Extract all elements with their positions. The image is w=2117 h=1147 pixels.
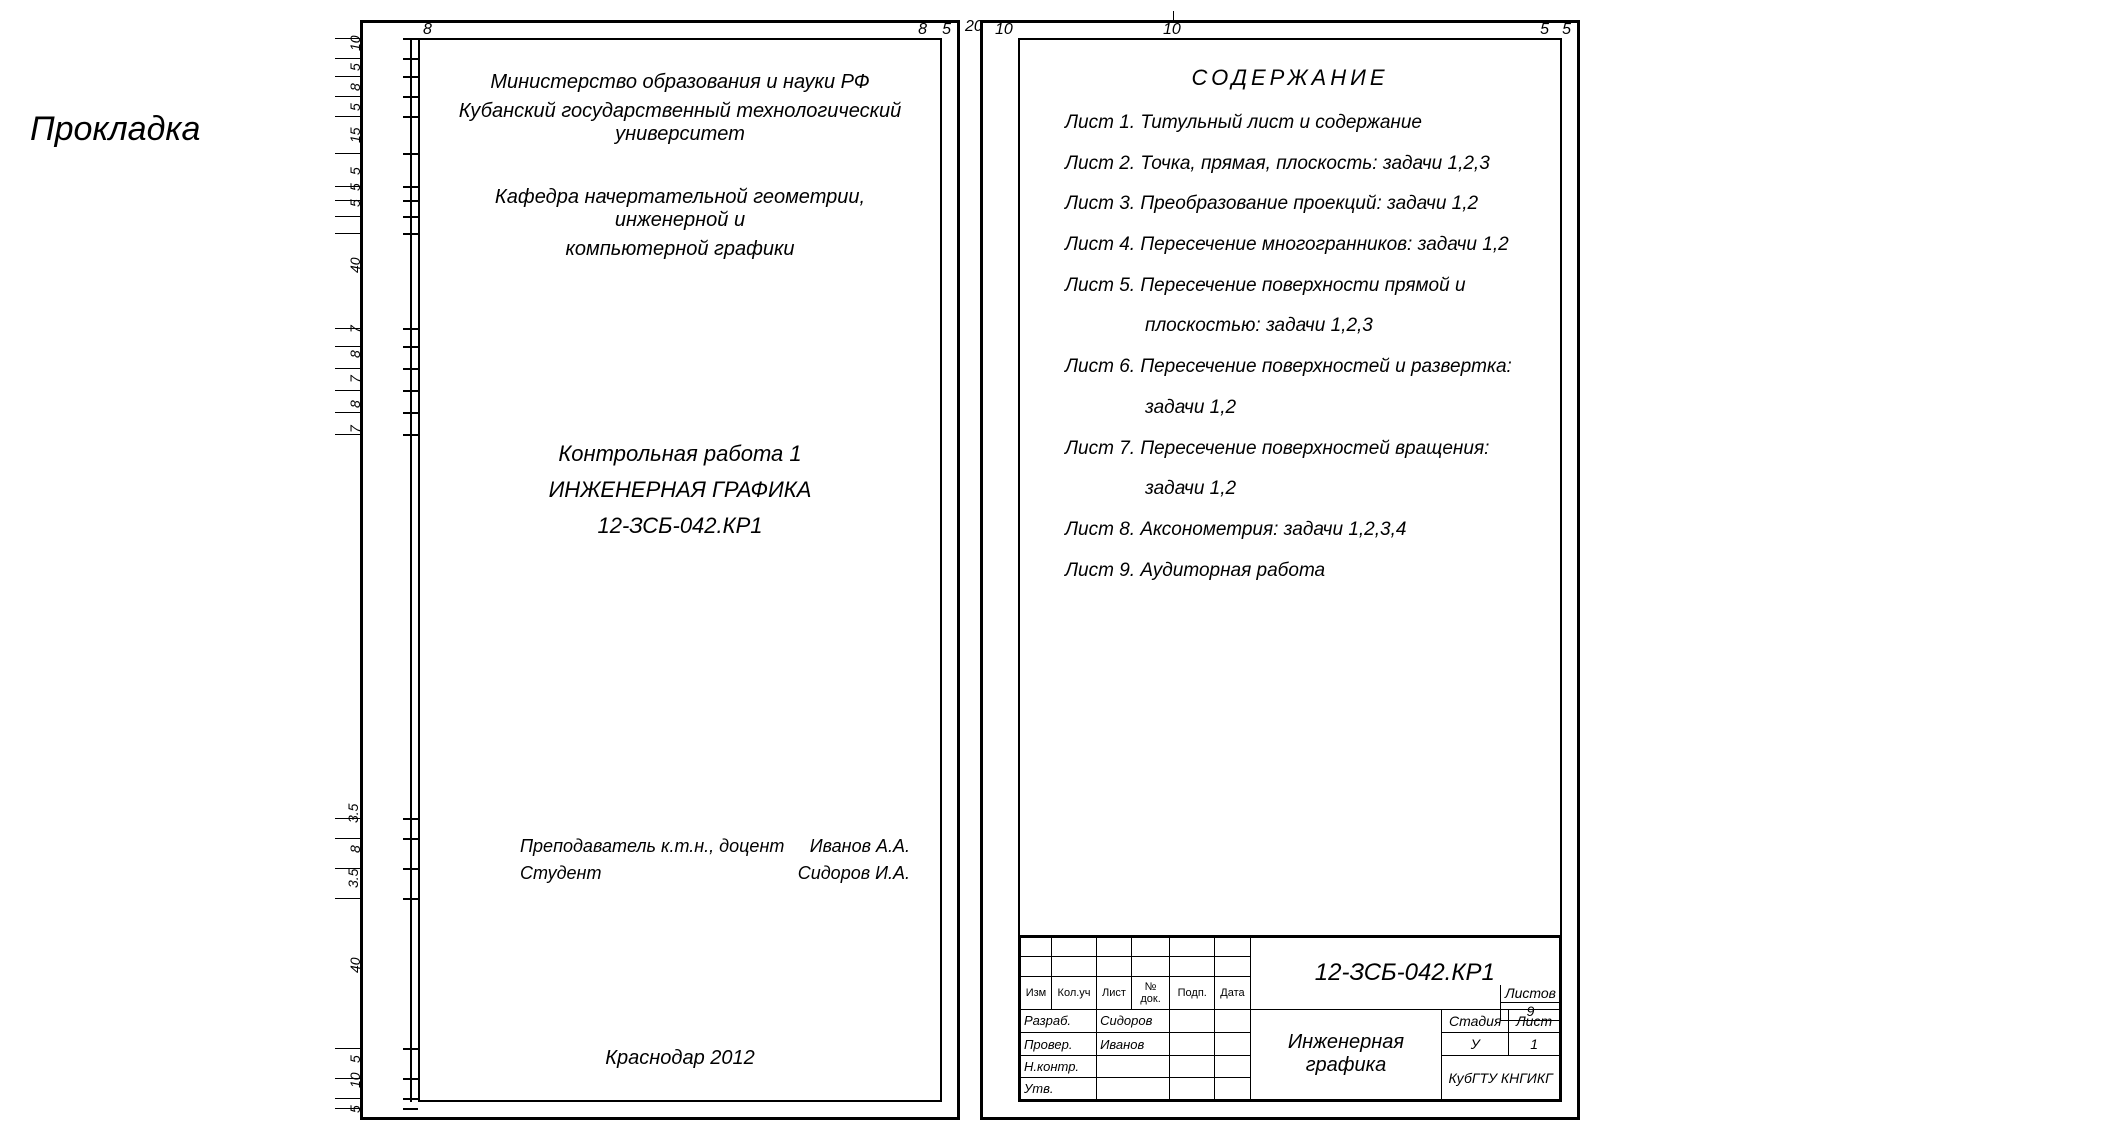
work-kind: Контрольная работа 1 — [440, 441, 920, 467]
dept-line: Кафедра начертательной геометрии, инжене… — [440, 186, 920, 232]
toc-item: задачи 1,2 — [1065, 396, 1540, 421]
toc-item: Лист 1. Титульный лист и содержание — [1065, 111, 1540, 136]
footer-city: Краснодар 2012 — [420, 1047, 940, 1070]
toc-item: задачи 1,2 — [1065, 477, 1540, 502]
toc-item: Лист 4. Пересечение многогранников: зада… — [1065, 233, 1540, 258]
stamp-project: Инженерная графика — [1250, 1009, 1442, 1099]
toc-item: Лист 8. Аксонометрия: задачи 1,2,3,4 — [1065, 518, 1540, 543]
title-block: 12-ЗСБ-042.КР1 Изм Кол.уч Лист № док. По… — [1020, 935, 1560, 1100]
credits: Преподаватель к.т.н., доцент Иванов А.А.… — [520, 830, 910, 890]
spacer-label: Прокладка — [30, 110, 200, 149]
stamp-table: 12-ЗСБ-042.КР1 Изм Кол.уч Лист № док. По… — [1020, 937, 1560, 1100]
sheet-toc: 10 10 5 5 СОДЕРЖАНИЕ Лист 1. Титульный л… — [980, 20, 1580, 1120]
dim-top: 8 — [423, 21, 432, 39]
dim-top: 10 — [1163, 21, 1181, 39]
student-name: Сидоров И.А. — [798, 863, 910, 884]
doc-code: 12-ЗСБ-042.КР1 — [440, 513, 920, 539]
toc-item: Лист 6. Пересечение поверхностей и разве… — [1065, 355, 1540, 380]
university: Кубанский государственный технологически… — [440, 100, 920, 146]
dim-top: 5 — [942, 21, 951, 39]
subject: ИНЖЕНЕРНАЯ ГРАФИКА — [440, 477, 920, 503]
dim-side-col: 10 5 8 5 15 5 5 5 40 7 8 7 8 7 3.5 8 3.5… — [335, 23, 363, 1117]
toc-item: Лист 3. Преобразование проекций: задачи … — [1065, 192, 1540, 217]
inner-frame-right: СОДЕРЖАНИЕ Лист 1. Титульный лист и соде… — [1018, 38, 1562, 1102]
ministry: Министерство образования и науки РФ — [440, 71, 920, 94]
dim-top: 10 — [995, 21, 1013, 39]
stamp-org: КубГТУ КНГИКГ — [1442, 1056, 1560, 1100]
toc-item: плоскостью: задачи 1,2,3 — [1065, 314, 1540, 339]
sheet-title: 8 8 5 10 5 8 5 15 5 5 5 40 7 8 7 8 7 3.5… — [360, 20, 960, 1120]
toc-heading: СОДЕРЖАНИЕ — [1020, 65, 1560, 91]
student-label: Студент — [520, 863, 601, 884]
toc-item: Лист 2. Точка, прямая, плоскость: задачи… — [1065, 152, 1540, 177]
toc-item: Лист 5. Пересечение поверхности прямой и — [1065, 274, 1540, 299]
dim-top: 8 — [918, 21, 927, 39]
toc-item: Лист 7. Пересечение поверхностей вращени… — [1065, 437, 1540, 462]
toc-list: Лист 1. Титульный лист и содержание Лист … — [1020, 111, 1560, 583]
binding-strip — [403, 38, 418, 1102]
teacher-name: Иванов А.А. — [810, 836, 910, 857]
teacher-label: Преподаватель к.т.н., доцент — [520, 836, 784, 857]
toc-item: Лист 9. Аудиторная работа — [1065, 559, 1540, 584]
dim-top: 5 — [1540, 21, 1549, 39]
title-body: Министерство образования и науки РФ Куба… — [420, 40, 940, 539]
dept-line: компьютерной графики — [440, 238, 920, 261]
dim-top: 5 — [1562, 21, 1571, 39]
inner-frame-left: Министерство образования и науки РФ Куба… — [418, 38, 942, 1102]
